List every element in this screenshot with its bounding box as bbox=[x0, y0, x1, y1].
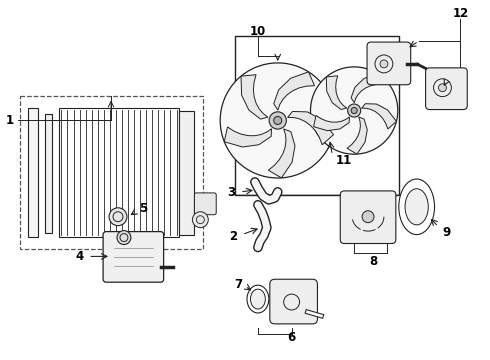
Polygon shape bbox=[326, 76, 347, 109]
Text: 7: 7 bbox=[234, 278, 242, 291]
Text: 12: 12 bbox=[452, 7, 468, 20]
Bar bbox=[59, 108, 178, 237]
Bar bbox=[235, 36, 399, 195]
Text: 5: 5 bbox=[139, 202, 147, 215]
Text: 9: 9 bbox=[442, 226, 451, 239]
Polygon shape bbox=[269, 129, 295, 178]
Polygon shape bbox=[347, 117, 367, 154]
Circle shape bbox=[311, 67, 398, 154]
Circle shape bbox=[220, 63, 335, 178]
Text: 1: 1 bbox=[6, 114, 14, 127]
Bar bbox=[45, 113, 52, 233]
Polygon shape bbox=[241, 75, 268, 119]
Polygon shape bbox=[362, 104, 396, 129]
Circle shape bbox=[274, 116, 282, 125]
Text: 2: 2 bbox=[229, 230, 237, 243]
FancyBboxPatch shape bbox=[367, 42, 411, 85]
FancyBboxPatch shape bbox=[340, 191, 396, 243]
Bar bbox=[28, 108, 38, 237]
Text: 6: 6 bbox=[288, 331, 296, 344]
FancyBboxPatch shape bbox=[270, 279, 318, 324]
Circle shape bbox=[380, 60, 388, 68]
FancyBboxPatch shape bbox=[426, 68, 467, 109]
Circle shape bbox=[362, 211, 374, 223]
Circle shape bbox=[109, 208, 127, 226]
Text: 8: 8 bbox=[369, 255, 377, 268]
Polygon shape bbox=[314, 116, 349, 131]
Text: 3: 3 bbox=[227, 186, 235, 199]
Circle shape bbox=[347, 104, 361, 117]
Ellipse shape bbox=[250, 289, 266, 309]
Text: 10: 10 bbox=[250, 24, 266, 38]
Circle shape bbox=[439, 84, 446, 92]
Text: 4: 4 bbox=[75, 250, 83, 263]
FancyBboxPatch shape bbox=[195, 193, 216, 215]
Polygon shape bbox=[351, 74, 382, 103]
Polygon shape bbox=[224, 127, 271, 147]
Circle shape bbox=[193, 212, 208, 228]
FancyBboxPatch shape bbox=[103, 231, 164, 282]
Circle shape bbox=[117, 231, 131, 244]
Bar bbox=[20, 96, 203, 249]
Circle shape bbox=[269, 112, 286, 129]
Text: 11: 11 bbox=[336, 154, 352, 167]
Polygon shape bbox=[288, 112, 334, 145]
Ellipse shape bbox=[405, 189, 428, 225]
Circle shape bbox=[351, 108, 357, 114]
Polygon shape bbox=[274, 72, 315, 110]
Bar bbox=[178, 111, 195, 235]
